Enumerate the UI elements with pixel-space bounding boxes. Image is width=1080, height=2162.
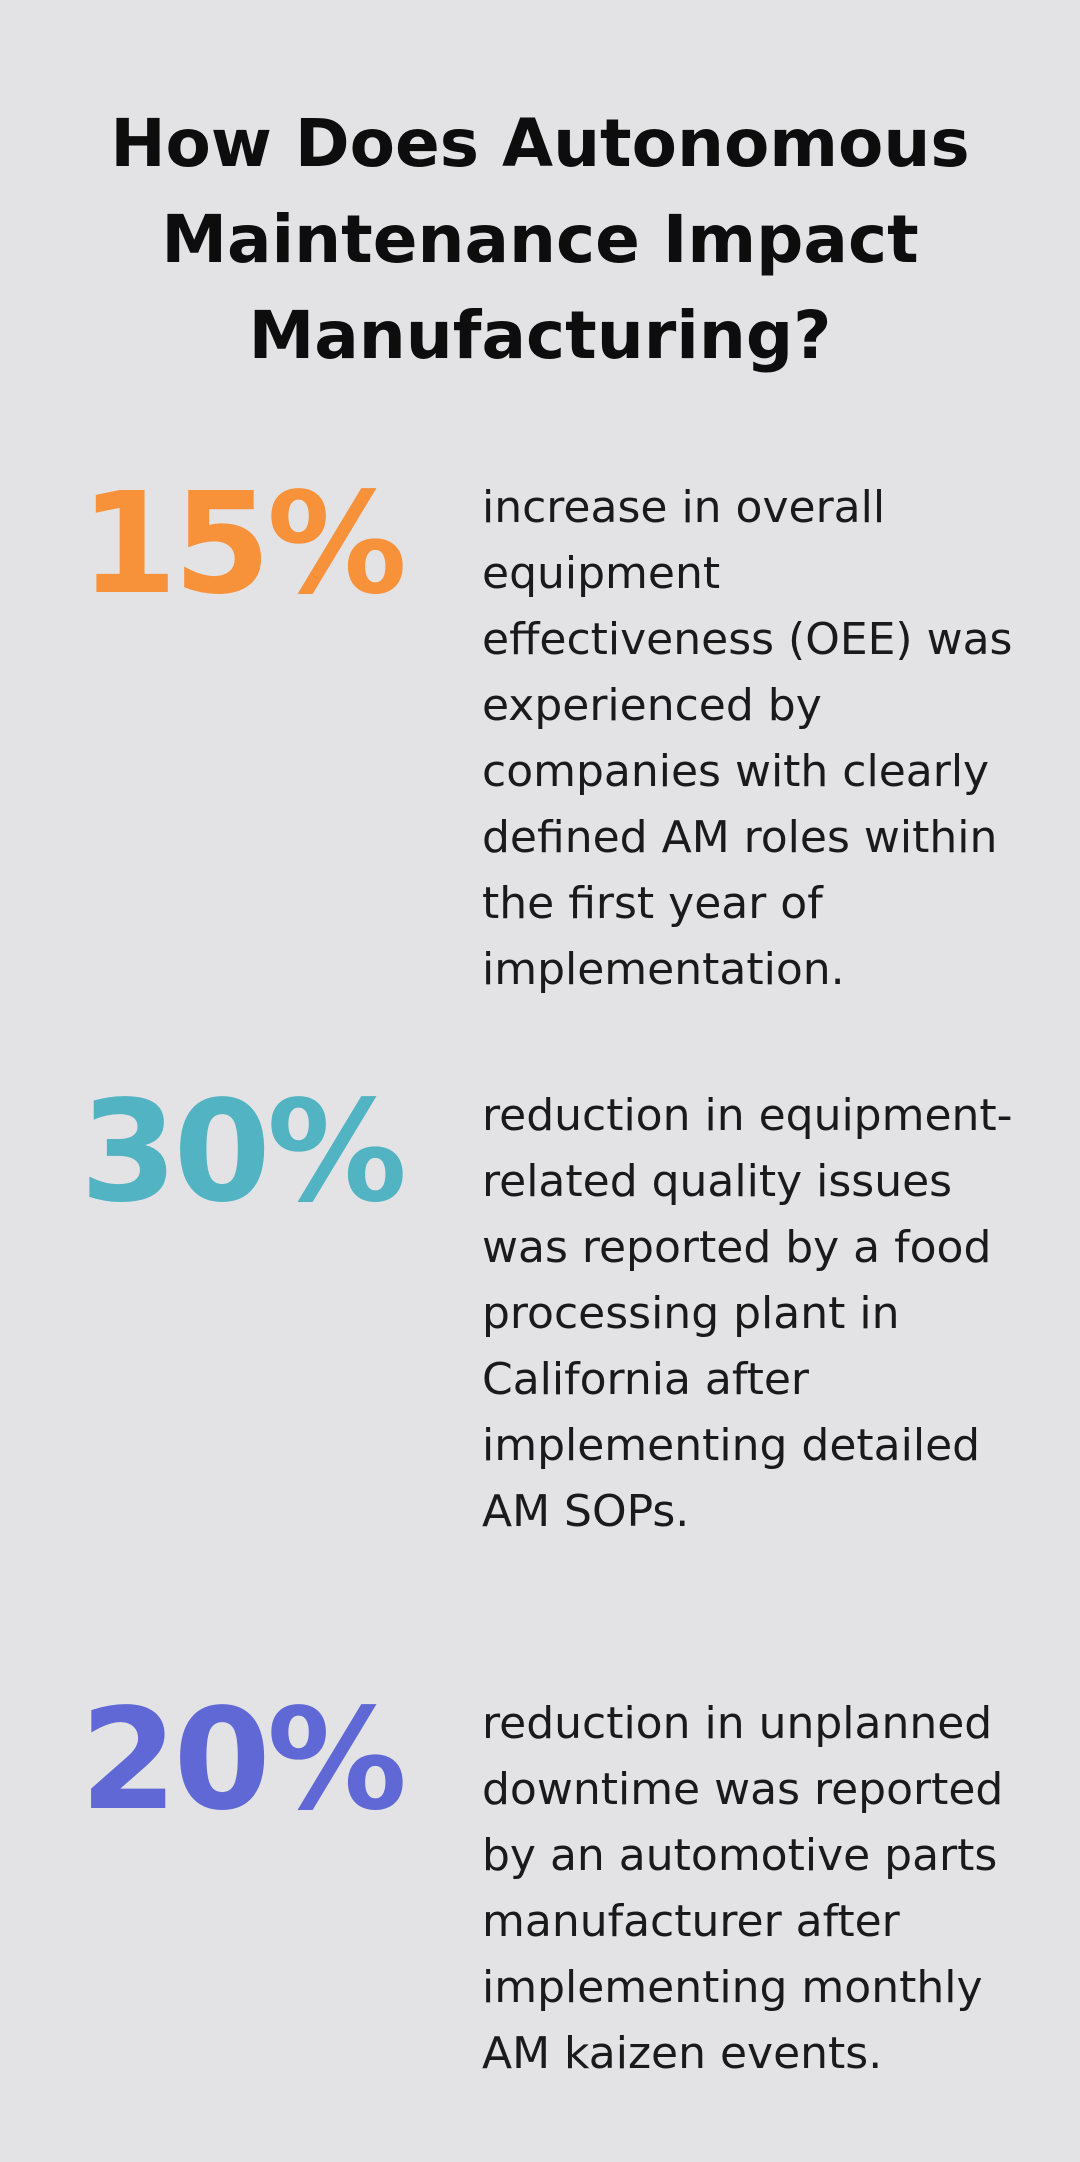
stat-value: 20% (80, 1679, 407, 1842)
stat-value: 15% (80, 463, 407, 626)
stat-description: increase in overall equipment effectiven… (482, 482, 1013, 995)
page-title: How Does Autonomous Maintenance Impact M… (110, 105, 970, 374)
stat-description: reduction in unplanned downtime was repo… (482, 1698, 1004, 2079)
stat-description: reduction in equipment-related quality i… (482, 1090, 1013, 1537)
stat-value: 30% (80, 1071, 407, 1234)
